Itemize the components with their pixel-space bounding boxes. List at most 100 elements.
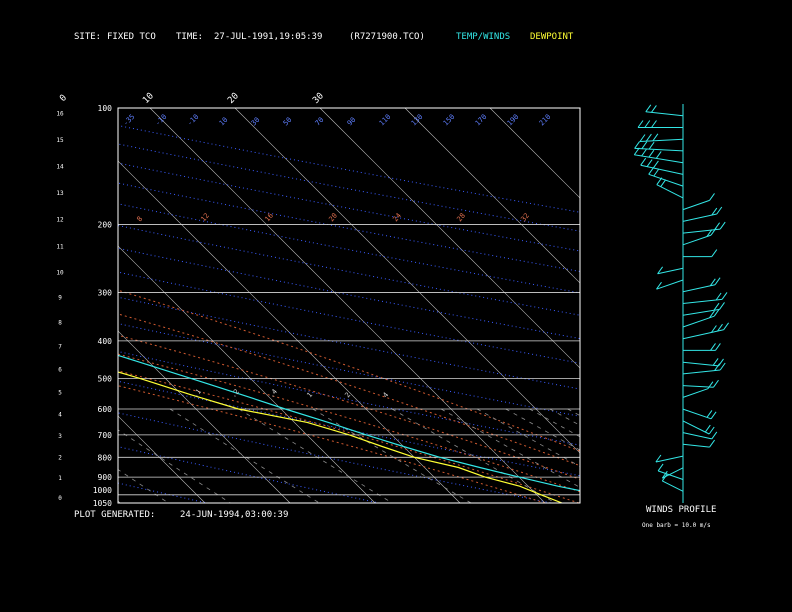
temperature-label: 30 [311, 91, 326, 106]
pressure-label: 400 [98, 337, 113, 346]
site-label: SITE: [74, 32, 102, 42]
isotherm-line [118, 330, 291, 503]
dry-adiabat-line [118, 412, 552, 503]
dry-adiabat-label: 10 [218, 116, 230, 128]
dry-adiabat-label: 70 [314, 116, 326, 128]
pressure-label: 600 [98, 405, 113, 414]
background-lines [0, 108, 580, 503]
mixing-ratio-line [118, 469, 169, 503]
dry-adiabat-line [118, 380, 580, 477]
moist-adiabat-line [118, 370, 580, 503]
plot-generated-label: PLOT GENERATED: [74, 510, 156, 520]
wind-barb [682, 431, 718, 440]
mixing-ratio-label: 4 [381, 391, 390, 399]
mixing-ratio-line [477, 408, 580, 467]
height-label: 3 [58, 433, 62, 440]
dry-adiabat-label: 210 [538, 113, 553, 128]
file-id: (R7271900.TCO) [349, 32, 425, 42]
wind-barb [683, 249, 718, 258]
wind-barb [682, 292, 728, 304]
dewpoint-line [118, 371, 563, 503]
site-value: FIXED TCO [107, 32, 156, 42]
wind-barb [682, 221, 726, 234]
legend-temp-winds: TEMP/WINDS [456, 32, 511, 42]
wind-barb [656, 177, 684, 199]
wind-barb [682, 302, 725, 316]
wind-barb [682, 277, 721, 293]
mixing-ratio-label: 2 [343, 391, 352, 399]
wind-barb [683, 343, 721, 351]
isotherm-line [489, 108, 580, 199]
height-label: 13 [56, 190, 64, 197]
axis-labels: 1002003004005006007008009001000105001234… [56, 91, 553, 508]
mixing-ratio-line [169, 408, 320, 503]
wind-barb [682, 362, 726, 375]
pressure-label: 200 [98, 220, 113, 229]
wind-barb [661, 473, 684, 492]
dry-adiabat-label: 90 [346, 116, 358, 128]
wind-barb [633, 147, 684, 164]
isobar-lines [118, 107, 580, 504]
dry-adiabat-line [118, 482, 208, 503]
height-label: 14 [56, 164, 64, 171]
mixing-ratio-line [549, 408, 580, 426]
wind-barb [682, 358, 724, 367]
height-label: 10 [56, 269, 64, 276]
wind-barb [682, 379, 719, 388]
mixing-ratio-label: 8 [135, 215, 144, 223]
dry-adiabat-label: 30 [250, 116, 262, 128]
isotherm-line [0, 108, 35, 503]
wind-barb [682, 193, 715, 211]
height-label: 4 [58, 412, 62, 419]
mixing-ratio-line [391, 408, 556, 503]
mixing-ratio-line [505, 408, 580, 451]
wind-barb [655, 454, 684, 463]
wind-barb [682, 322, 730, 340]
isotherm-line [118, 415, 206, 503]
wind-barb [682, 381, 714, 398]
legend-dewpoint: DEWPOINT [530, 32, 574, 42]
pressure-label: 700 [98, 431, 113, 440]
wind-barb [657, 463, 684, 480]
dry-adiabat-label: -35 [122, 113, 137, 128]
mixing-ratio-label: 12 [199, 212, 211, 224]
height-label: 16 [56, 111, 64, 118]
pressure-label: 300 [98, 289, 113, 298]
wind-barb [639, 133, 684, 142]
mixing-ratio-line [567, 408, 580, 417]
winds-profile-panel [633, 104, 730, 503]
dry-adiabat-label: 150 [442, 113, 457, 128]
time-label: TIME: [176, 32, 204, 42]
mixing-ratio-label: 1 [305, 391, 314, 399]
wind-barb [656, 279, 684, 290]
height-label: 12 [56, 217, 64, 224]
mixing-ratio-line [238, 408, 393, 503]
dry-adiabat-line [0, 108, 35, 503]
dry-adiabat-label: 190 [506, 113, 521, 128]
mixing-ratio-line [441, 408, 580, 488]
isotherm-line [118, 160, 461, 503]
pressure-label: 800 [98, 453, 113, 462]
isotherm-line [319, 108, 580, 369]
mixing-ratio-line [312, 408, 472, 503]
sounding-lines [118, 354, 580, 503]
dry-adiabat-label: -10 [154, 113, 169, 128]
temperature-label: 10 [141, 91, 156, 106]
dry-adiabat-line [118, 224, 580, 316]
dry-adiabat-label: 110 [378, 113, 393, 128]
wind-barb [682, 420, 715, 435]
isotherm-line [118, 245, 376, 503]
dry-adiabat-label: -10 [186, 113, 201, 128]
dry-adiabat-label: 50 [282, 116, 294, 128]
wind-barb [682, 227, 717, 246]
height-label: 15 [56, 137, 64, 144]
mixing-ratio-label: .1 [191, 388, 203, 400]
temperature-label: 20 [226, 91, 241, 106]
time-value: 27-JUL-1991,19:05:39 [214, 32, 323, 42]
height-label: 9 [58, 295, 62, 302]
winds-profile-title: WINDS PROFILE [646, 505, 717, 515]
wind-barb [637, 120, 683, 128]
dry-adiabat-label: 170 [474, 113, 489, 128]
temperature-line [118, 354, 580, 492]
mixing-ratio-label: 28 [455, 212, 467, 224]
